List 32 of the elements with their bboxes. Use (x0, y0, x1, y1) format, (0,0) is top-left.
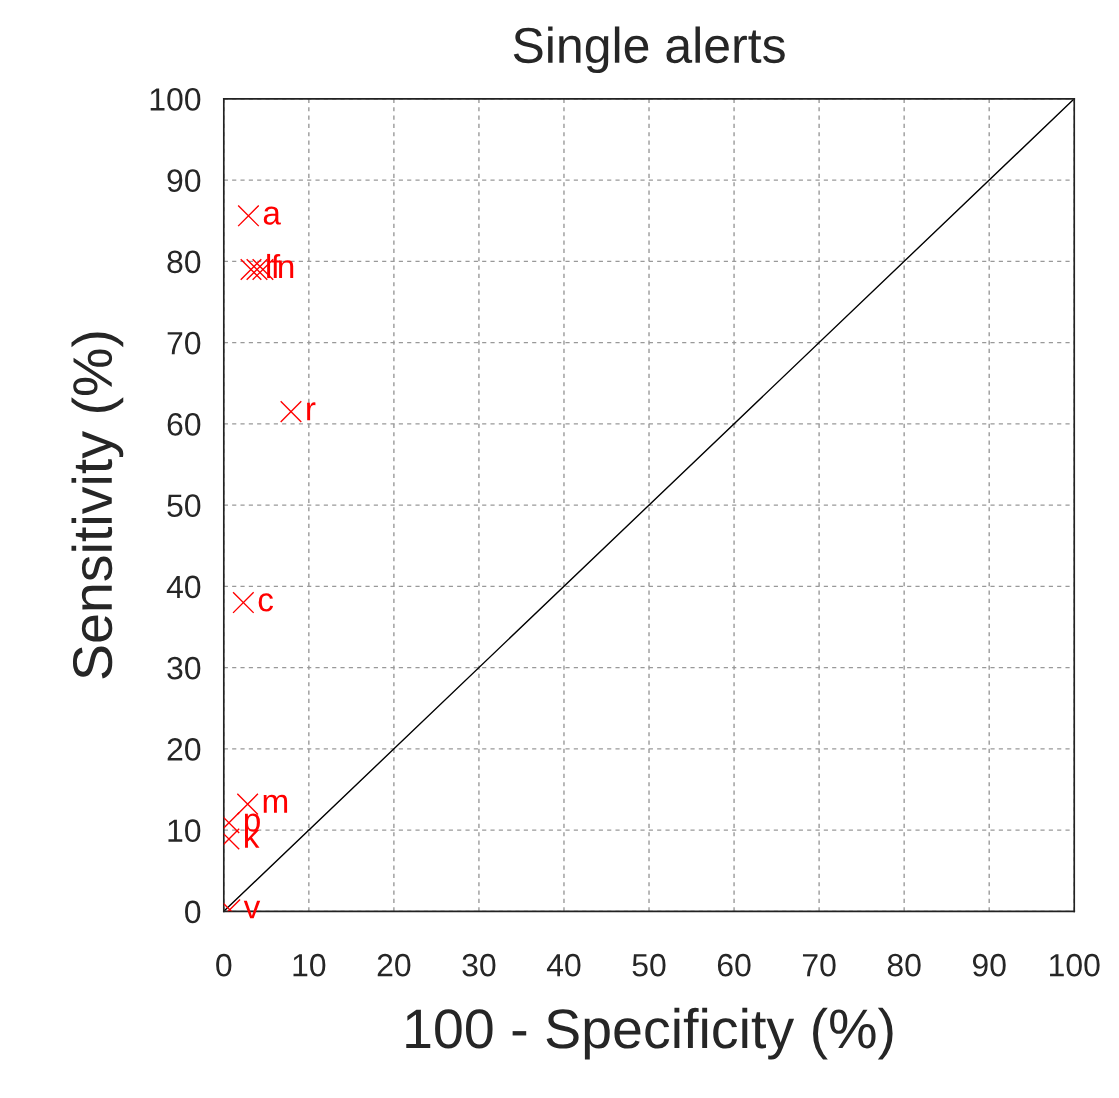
x-tick-label: 100 (1050, 953, 1100, 977)
y-tick-label: 30 (167, 656, 201, 680)
data-label: l (267, 253, 271, 279)
x-tick-label: 20 (377, 953, 411, 977)
data-label: m (263, 794, 288, 813)
y-tick-label: 80 (167, 250, 201, 274)
y-tick-label: 10 (168, 819, 201, 842)
y-tick-label: 70 (167, 331, 201, 355)
x-tick-label: 0 (216, 953, 232, 977)
y-tick-label: 90 (167, 169, 201, 192)
data-label: f (271, 253, 281, 279)
data-label: a (263, 206, 281, 225)
y-tick-label: 50 (167, 494, 201, 517)
x-tick-label: 30 (462, 953, 496, 977)
x-tick-label: 60 (717, 953, 751, 977)
y-tick-label: 100 (150, 88, 201, 111)
data-label: n (279, 260, 294, 279)
chart-title: Single alerts (513, 26, 785, 74)
y-tick-label: 60 (167, 413, 201, 436)
x-tick-label: 10 (293, 953, 326, 977)
data-label: r (307, 402, 316, 421)
x-axis-title: 100 - Specificity (%) (406, 1007, 893, 1060)
x-tick-label: 70 (802, 953, 836, 977)
data-label: c (258, 593, 274, 612)
y-tick-label: 40 (166, 575, 201, 599)
x-tick-label: 40 (546, 953, 581, 977)
y-tick-label: 0 (185, 900, 201, 924)
x-tick-label: 80 (887, 953, 921, 977)
y-tick-label: 20 (167, 738, 201, 761)
y-axis-title: Sensitivity (%) (71, 332, 124, 679)
x-tick-label: 50 (632, 953, 666, 977)
x-tick-label: 90 (972, 953, 1006, 977)
